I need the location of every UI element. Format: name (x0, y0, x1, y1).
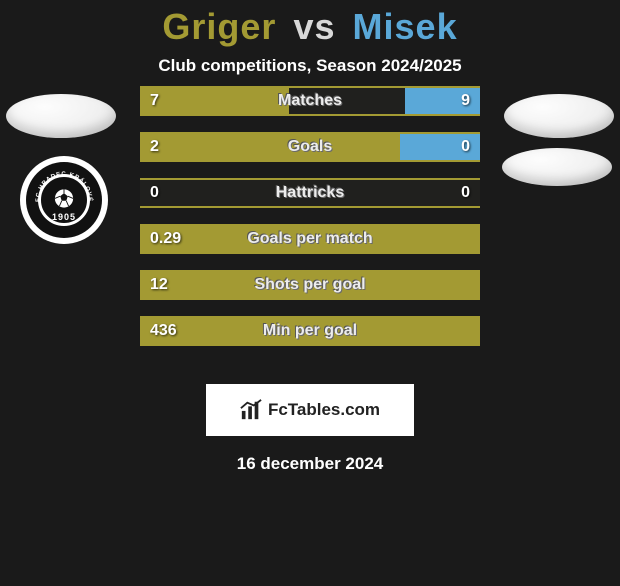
brand-text: FcTables.com (268, 400, 380, 420)
stat-bar-left (140, 134, 400, 160)
date-text: 16 december 2024 (0, 454, 620, 474)
bar-chart-icon (240, 399, 262, 421)
stat-label: Hattricks (140, 180, 480, 206)
subtitle: Club competitions, Season 2024/2025 (0, 56, 620, 76)
player1-name: Griger (162, 6, 276, 47)
stat-value-left: 2 (140, 134, 169, 160)
stat-value-right: 0 (451, 134, 480, 160)
player1-club-badge: FC HRADEC KRÁLOVÉ 1905 (20, 156, 108, 244)
stat-value-left: 7 (140, 88, 169, 114)
stat-row-min-per-goal: Min per goal436 (140, 316, 480, 346)
player2-name: Misek (353, 6, 458, 47)
stat-value-left: 12 (140, 272, 178, 298)
stat-bar-left (140, 272, 480, 298)
stat-value-right: 0 (451, 180, 480, 206)
stat-value-left: 0.29 (140, 226, 191, 252)
badge-year: 1905 (26, 212, 102, 222)
stat-bar-left (140, 318, 480, 344)
stat-row-matches: Matches79 (140, 86, 480, 116)
stat-value-left: 0 (140, 180, 169, 206)
stat-value-left: 436 (140, 318, 187, 344)
club-badge-icon: FC HRADEC KRÁLOVÉ (26, 162, 102, 238)
player2-avatar-placeholder (504, 94, 614, 138)
player1-avatar-placeholder (6, 94, 116, 138)
brand-box[interactable]: FcTables.com (206, 384, 414, 436)
comparison-title: Griger vs Misek (0, 6, 620, 48)
stat-row-shots-per-goal: Shots per goal12 (140, 270, 480, 300)
comparison-stage: FC HRADEC KRÁLOVÉ 1905 Matches79Goals20H… (0, 104, 620, 364)
player2-club-placeholder (502, 148, 612, 186)
stat-value-right: 9 (451, 88, 480, 114)
stat-row-hattricks: Hattricks0 0 (140, 178, 480, 208)
vs-text: vs (293, 6, 335, 47)
stat-bars: Matches79Goals20Hattricks00Goals per mat… (140, 86, 480, 362)
stat-row-goals: Goals20 (140, 132, 480, 162)
stat-row-goals-per-match: Goals per match0.29 (140, 224, 480, 254)
